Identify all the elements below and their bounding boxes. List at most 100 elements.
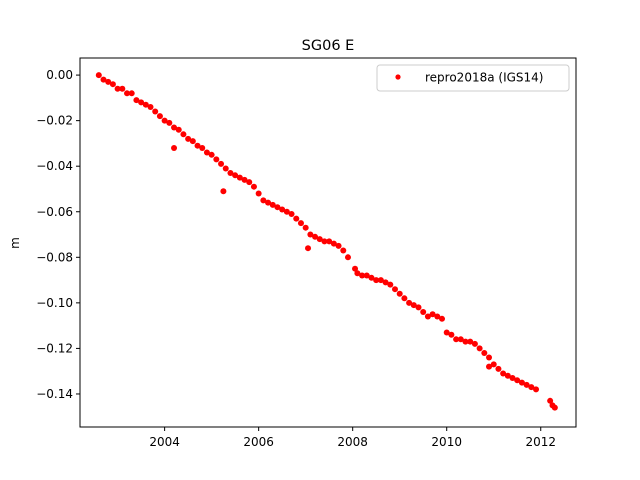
x-tick-label: 2010 <box>431 435 462 449</box>
data-point <box>138 99 145 106</box>
data-point <box>509 375 516 382</box>
data-point <box>199 144 206 151</box>
data-point <box>495 365 502 372</box>
legend-box <box>376 64 570 92</box>
data-point <box>100 76 107 83</box>
y-tick-label: −0.12 <box>36 341 73 355</box>
data-point <box>514 377 521 384</box>
data-point <box>359 272 366 279</box>
data-point <box>194 142 201 149</box>
data-point <box>330 240 337 247</box>
data-point <box>305 245 312 252</box>
legend: repro2018a (IGS14) <box>376 64 570 92</box>
data-point <box>406 299 413 306</box>
data-point <box>203 149 210 156</box>
data-point <box>246 179 253 186</box>
data-point <box>453 336 460 343</box>
data-point <box>265 199 272 206</box>
data-points <box>95 72 558 411</box>
data-point <box>387 281 394 288</box>
data-point <box>171 144 178 151</box>
data-point <box>109 81 116 88</box>
plot-frame <box>79 57 577 428</box>
data-point <box>161 117 168 124</box>
x-tick-label: 2012 <box>525 435 556 449</box>
y-tick-label: −0.06 <box>36 205 73 219</box>
data-point <box>180 131 187 138</box>
y-tick-label: −0.08 <box>36 250 73 264</box>
data-point <box>316 236 323 243</box>
data-point <box>448 331 455 338</box>
data-point <box>352 265 359 272</box>
data-point <box>250 183 257 190</box>
data-point <box>105 78 112 85</box>
data-point <box>312 233 319 240</box>
data-point <box>368 274 375 281</box>
y-tick-label: −0.14 <box>36 387 73 401</box>
y-tick-label: −0.04 <box>36 159 73 173</box>
data-point <box>424 313 431 320</box>
data-point <box>255 190 262 197</box>
data-point <box>293 215 300 222</box>
data-point <box>189 138 196 145</box>
data-point <box>128 90 135 97</box>
data-point <box>147 103 154 110</box>
y-tick-label: 0.00 <box>46 68 73 82</box>
data-point <box>410 302 417 309</box>
data-point <box>462 338 469 345</box>
data-point <box>340 247 347 254</box>
data-point <box>133 97 140 104</box>
data-point <box>171 124 178 131</box>
data-point <box>396 290 403 297</box>
data-point <box>142 101 149 108</box>
data-point <box>156 113 163 120</box>
data-point <box>283 208 290 215</box>
data-point <box>119 85 126 92</box>
data-point <box>420 308 427 315</box>
data-point <box>227 170 234 177</box>
data-point <box>363 272 370 279</box>
data-point <box>166 119 173 126</box>
data-point <box>476 345 483 352</box>
data-point <box>326 238 333 245</box>
data-point <box>401 295 408 302</box>
data-point <box>297 220 304 227</box>
data-point <box>288 211 295 218</box>
data-point <box>307 231 314 238</box>
data-point <box>533 386 540 393</box>
data-point <box>152 108 159 115</box>
data-point <box>213 156 220 163</box>
data-point <box>377 277 384 284</box>
data-point <box>302 224 309 231</box>
data-point <box>236 174 243 181</box>
data-point <box>528 384 535 391</box>
data-point <box>222 165 229 172</box>
data-point <box>114 85 121 92</box>
data-point <box>354 270 361 277</box>
data-point <box>439 315 446 322</box>
data-point <box>274 204 281 211</box>
data-point <box>551 404 558 411</box>
data-point <box>218 160 225 167</box>
y-axis-ticks: 0.00 −0.02 −0.04 −0.06 −0.08 −0.10 −0.12 −0.14 <box>36 68 80 401</box>
data-point <box>490 361 497 368</box>
data-point <box>241 176 248 183</box>
data-point <box>321 238 328 245</box>
data-point <box>486 354 493 361</box>
data-point <box>471 340 478 347</box>
data-point <box>457 336 464 343</box>
data-point <box>344 254 351 261</box>
x-tick-label: 2004 <box>149 435 180 449</box>
data-point <box>124 90 131 97</box>
data-point <box>467 338 474 345</box>
data-point <box>486 363 493 370</box>
data-point <box>434 313 441 320</box>
data-point <box>208 151 215 158</box>
data-point <box>175 126 182 133</box>
legend-marker <box>395 74 401 80</box>
data-point <box>518 379 525 386</box>
data-point <box>429 311 436 318</box>
data-point <box>392 286 398 293</box>
data-point <box>443 329 450 336</box>
